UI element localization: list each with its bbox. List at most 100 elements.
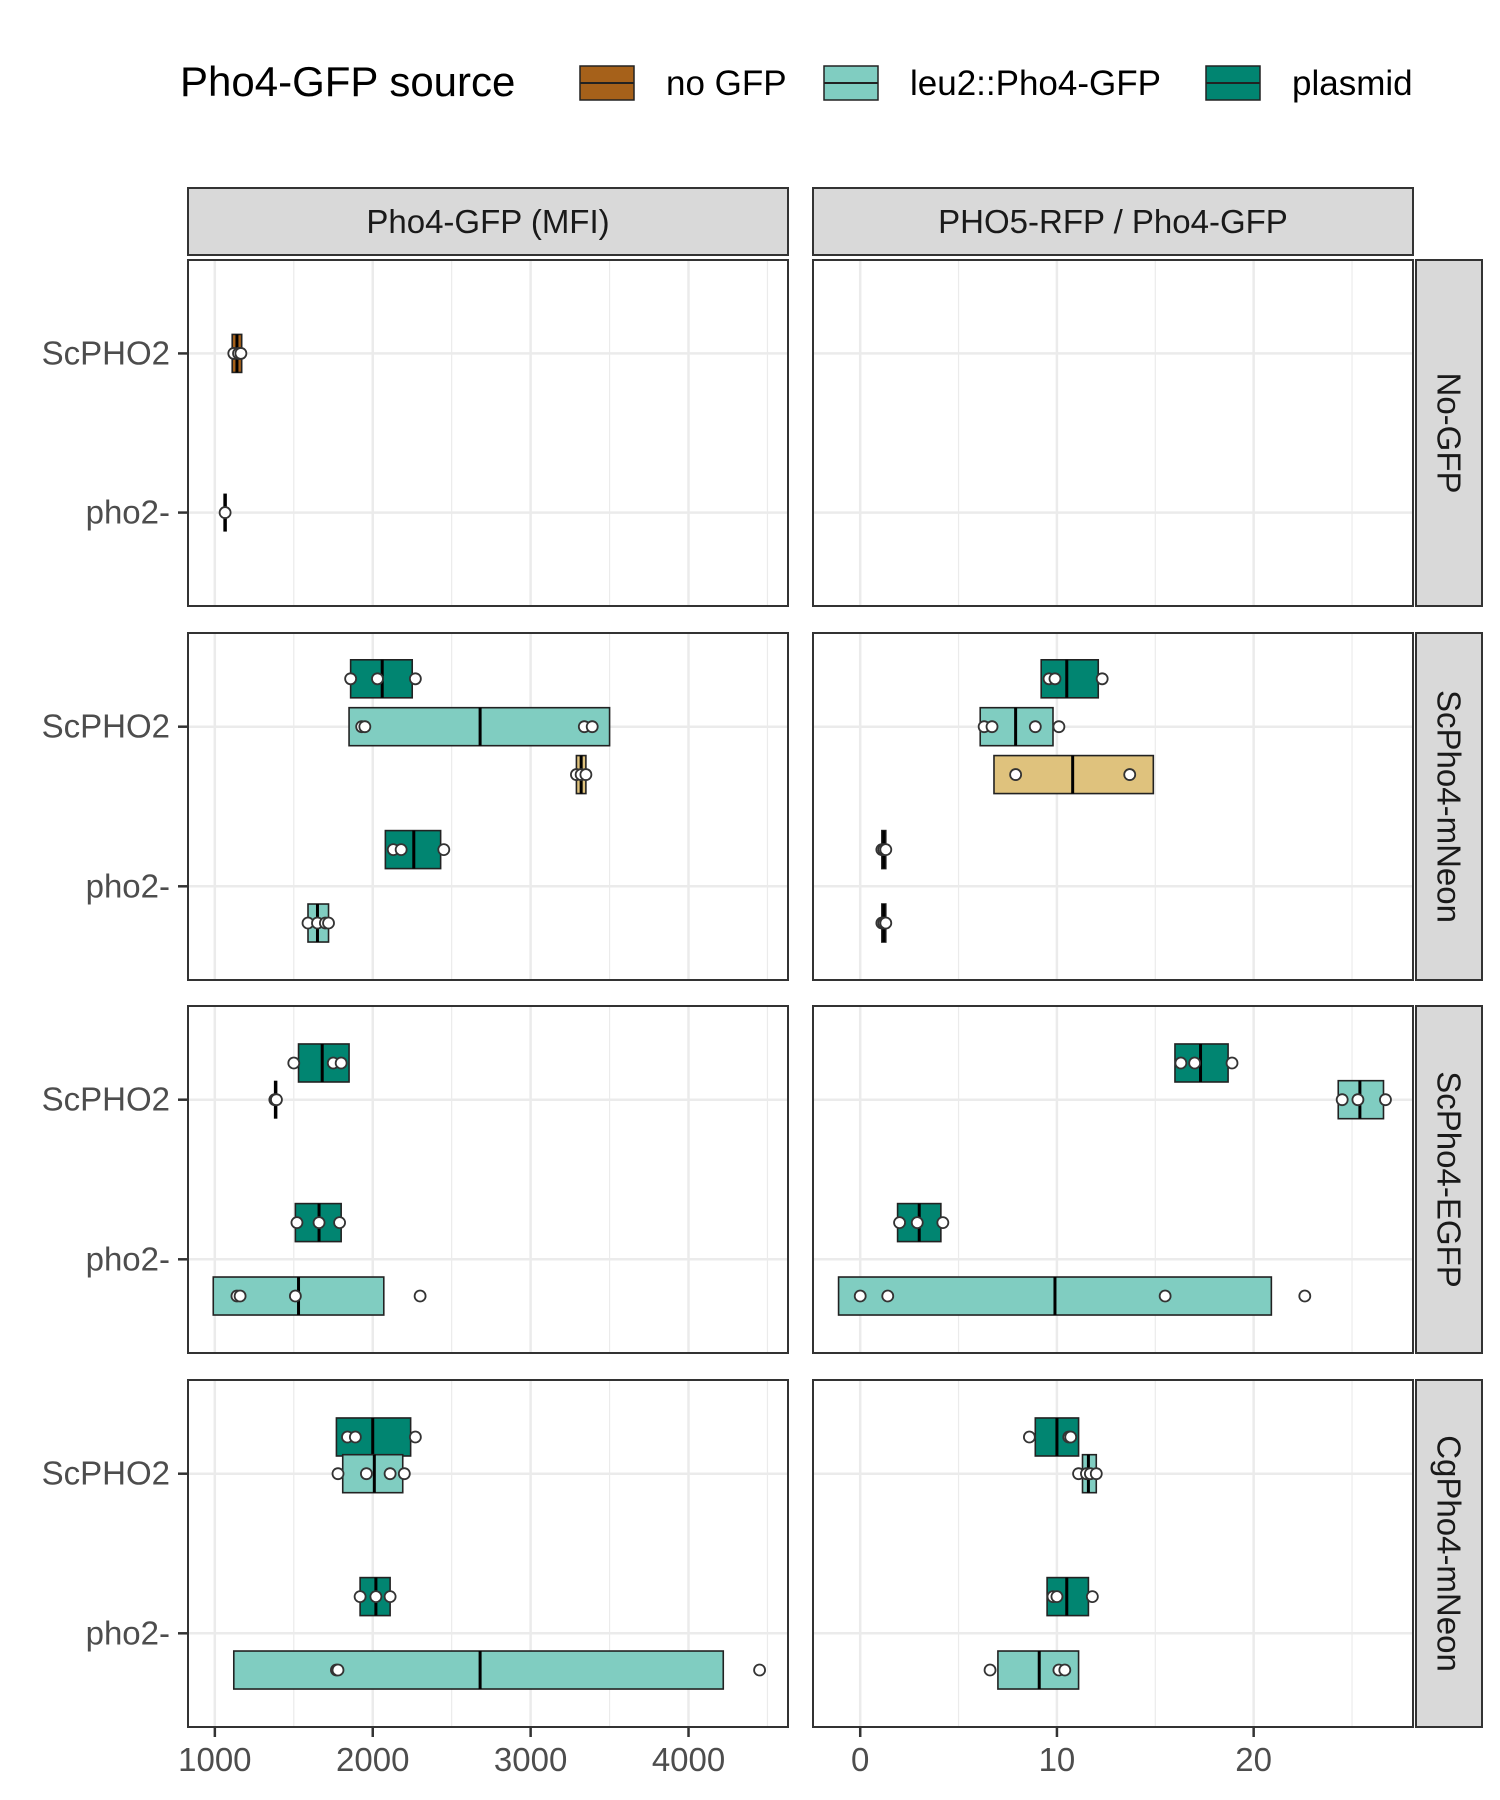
x-tick-label: 3000 [494,1741,567,1778]
data-point [413,1289,427,1303]
row-strip-2 [1415,1005,1483,1354]
data-point [334,1056,348,1070]
panel-border [812,1379,1414,1728]
data-point [218,506,232,519]
data-point [910,1216,924,1229]
y-tick-label: ScPHO2 [42,708,170,745]
panel-0-0 [188,260,788,606]
box-group-4 [570,754,593,795]
row-strip-label-3: CgPho4-mNeon [1431,1435,1468,1672]
data-point [353,1590,367,1603]
x-tick-label: 2000 [336,1741,409,1778]
data-point [879,843,893,856]
box-group-5 [384,829,451,870]
panel-background [813,1380,1413,1727]
box-group-23 [232,1650,766,1690]
box-group-16 [1174,1043,1239,1083]
data-point [344,672,358,686]
box-group-13 [268,1080,283,1119]
data-point [936,1216,950,1229]
facet-panels [187,259,1414,1728]
data-point [1022,1430,1036,1444]
panel-border [187,1379,789,1728]
axes: ScPHO2 pho2- ScPHO2 pho2- ScPHO2 pho2- ScPHO2 p… [42,334,1272,1778]
box-group-25 [1072,1453,1103,1494]
box-group-27 [983,1650,1080,1690]
box-group-18 [893,1202,950,1243]
column-strip-label-1: PHO5-RFP / Pho4-GFP [938,203,1288,240]
data-point [1085,1590,1099,1603]
y-tick-label: ScPHO2 [42,1455,170,1492]
legend-label-leu2: leu2::Pho4-GFP [910,64,1161,103]
data-point [270,1093,283,1107]
box-group-22 [353,1576,397,1617]
legend-title: Pho4-GFP source [180,58,515,105]
x-tick-label: 4000 [652,1741,725,1778]
data-point [331,1663,345,1677]
row-strip-label-0: No-GFP [1431,372,1468,493]
data-point [234,347,248,360]
x-tick-label: 1000 [178,1741,251,1778]
x-tick-label: 0 [851,1741,869,1778]
data-point [287,1056,301,1070]
data-point [408,1430,422,1444]
row-strip-3 [1415,1379,1483,1728]
data-point [579,768,593,781]
panel-border [187,632,789,981]
data-point [348,1430,362,1444]
box-group-8 [977,706,1066,747]
panel-background [813,260,1413,606]
box-group-21 [331,1453,411,1494]
panel-1-1 [813,633,1413,980]
data-point [1052,720,1066,734]
y-tick-label: pho2- [86,494,170,531]
data-point [1048,672,1062,686]
data-point [1225,1056,1239,1070]
data-point [1089,1467,1103,1481]
row-strip-0 [1415,259,1483,607]
data-point [1050,1590,1064,1603]
panel-3-1 [813,1380,1413,1727]
box-group-19 [837,1276,1312,1316]
box-group-26 [1046,1576,1099,1617]
panel-border [187,259,789,607]
legend-label-plasmid: plasmid [1292,64,1413,103]
panel-background [188,633,788,980]
data-point [985,720,999,734]
data-point [585,720,599,734]
panel-border [187,1005,789,1354]
data-point [1335,1093,1349,1107]
box-group-20 [335,1417,422,1457]
data-point [1123,768,1137,781]
column-strip-0 [187,187,789,256]
box-group-24 [1022,1417,1080,1457]
data-point [437,843,451,856]
data-point [881,1289,895,1303]
data-point [312,1216,326,1229]
data-point [1379,1093,1392,1107]
panel-border [812,1005,1414,1354]
data-point [1351,1093,1365,1107]
data-point [983,1663,997,1677]
data-point [369,1590,383,1603]
row-strip-label-1: ScPho4-mNeon [1431,690,1468,923]
data-point [1064,1430,1078,1444]
data-point [383,1590,397,1603]
box-group-12 [287,1043,350,1083]
panel-border [812,259,1414,607]
box-group-17 [1335,1079,1392,1120]
box-group-15 [212,1276,427,1316]
box-group-11 [875,903,893,943]
legend: Pho4-GFP source no GFP leu2::Pho4-GFP plas… [180,58,1413,105]
panel-1-0 [188,633,788,980]
data-point [1028,720,1042,734]
panel-background [188,260,788,606]
data-point [394,843,408,856]
x-tick-label: 10 [1039,1741,1076,1778]
row-strip-label-2: ScPho4-EGFP [1431,1071,1468,1287]
box-group-2 [344,659,422,699]
y-tick-label: ScPHO2 [42,1081,170,1118]
data-point [1058,1663,1072,1677]
box-group-6 [301,903,335,943]
